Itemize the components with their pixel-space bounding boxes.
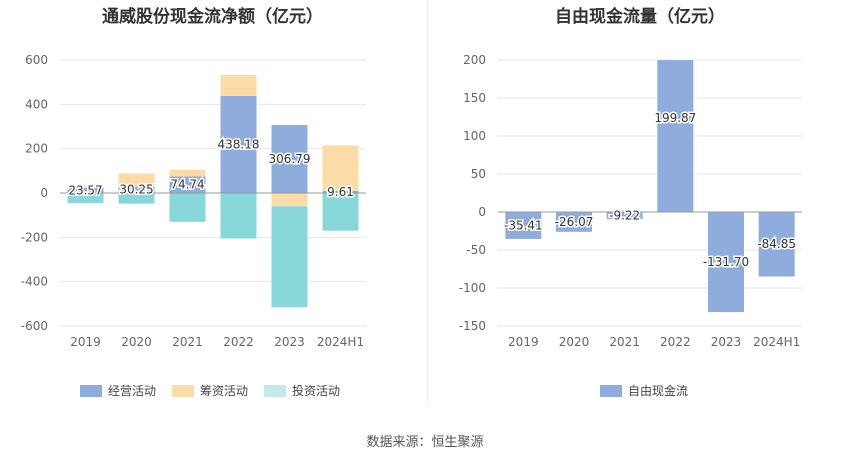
bar bbox=[67, 193, 104, 203]
bar bbox=[657, 60, 694, 212]
legend-swatch bbox=[264, 384, 287, 397]
x-tick-label: 2021 bbox=[172, 335, 203, 349]
bar bbox=[556, 212, 592, 232]
legend-item-operating[interactable]: 经营活动 bbox=[80, 382, 156, 399]
x-tick-label: 2020 bbox=[559, 335, 590, 349]
y-tick-label: 100 bbox=[463, 129, 486, 143]
bar bbox=[118, 193, 155, 204]
bar bbox=[708, 212, 744, 313]
panel-divider bbox=[427, 0, 428, 405]
x-tick-label: 2024H1 bbox=[317, 335, 364, 349]
legend-swatch bbox=[80, 384, 102, 397]
bar bbox=[169, 193, 206, 222]
bar bbox=[118, 186, 155, 193]
x-tick-label: 2023 bbox=[711, 335, 742, 349]
y-tick-label: 50 bbox=[471, 167, 486, 181]
legend-label: 经营活动 bbox=[108, 384, 157, 398]
chart2-legend: 自由现金流 bbox=[600, 382, 688, 399]
data-label: 9.61 bbox=[327, 185, 354, 199]
data-source: 数据来源：恒生聚源 bbox=[366, 435, 484, 450]
legend-swatch bbox=[172, 384, 195, 397]
chart2-title: 自由现金流量（亿元） bbox=[555, 7, 725, 27]
y-tick-label: 150 bbox=[463, 91, 486, 105]
cashflow-net-chart: 600 400 200 0 -200 -400 -600 2019 2020 2021 2022 20… bbox=[21, 53, 366, 349]
legend-swatch bbox=[600, 384, 622, 397]
data-label: -84.85 bbox=[757, 237, 796, 251]
bar bbox=[67, 186, 104, 188]
bar bbox=[322, 190, 359, 193]
x-tick-label: 2023 bbox=[274, 335, 305, 349]
y-tick-label: 200 bbox=[463, 53, 486, 67]
y-tick-label: 200 bbox=[25, 142, 48, 156]
y-tick-label: -600 bbox=[21, 319, 48, 333]
legend-label: 自由现金流 bbox=[628, 384, 689, 398]
data-label: -35.41 bbox=[504, 218, 543, 232]
x-tick-label: 2022 bbox=[223, 335, 254, 349]
y-tick-label: 600 bbox=[25, 53, 48, 67]
chart1-legend: 经营活动 筹资活动 投资活动 bbox=[80, 382, 340, 399]
y-tick-label: -50 bbox=[466, 243, 486, 257]
bar bbox=[322, 193, 359, 231]
free-cashflow-chart: 200 150 100 50 0 -50 -100 -150 2019 2020 2021 2022 2… bbox=[459, 53, 802, 349]
bar bbox=[271, 124, 308, 193]
data-label: -26.07 bbox=[555, 215, 594, 229]
data-label: 438.18 bbox=[218, 137, 260, 151]
x-tick-label: 2024H1 bbox=[753, 335, 800, 349]
x-tick-label: 2019 bbox=[508, 335, 539, 349]
x-tick-label: 2020 bbox=[121, 335, 152, 349]
legend-item-investing[interactable]: 投资活动 bbox=[264, 382, 340, 399]
bar bbox=[169, 176, 206, 193]
data-label: 199.87 bbox=[654, 111, 696, 125]
x-tick-label: 2019 bbox=[70, 335, 101, 349]
x-tick-label: 2021 bbox=[609, 335, 640, 349]
legend-label: 投资活动 bbox=[292, 384, 341, 398]
data-label: -131.70 bbox=[703, 255, 749, 269]
y-tick-label: -200 bbox=[21, 230, 48, 244]
y-tick-label: 0 bbox=[478, 205, 486, 219]
data-label: 74.74 bbox=[170, 178, 204, 192]
y-tick-label: -400 bbox=[21, 275, 48, 289]
data-label: -9.22 bbox=[609, 209, 640, 223]
legend-label: 筹资活动 bbox=[200, 384, 249, 398]
chart1-title: 通威股份现金流净额（亿元） bbox=[102, 7, 323, 27]
data-label: 30.25 bbox=[119, 183, 153, 197]
bar bbox=[118, 173, 155, 187]
bar bbox=[220, 95, 257, 193]
bar bbox=[606, 212, 643, 220]
bar bbox=[505, 212, 542, 239]
bar bbox=[169, 169, 206, 177]
bar bbox=[220, 74, 257, 96]
y-tick-label: 400 bbox=[25, 97, 48, 111]
y-tick-label: -150 bbox=[459, 319, 486, 333]
bar bbox=[271, 193, 308, 207]
x-tick-label: 2022 bbox=[660, 335, 691, 349]
y-tick-label: -100 bbox=[459, 281, 486, 295]
legend-item-free-cashflow[interactable]: 自由现金流 bbox=[600, 382, 688, 399]
bar bbox=[758, 212, 795, 277]
data-label: 23.57 bbox=[68, 183, 102, 197]
bar bbox=[220, 193, 257, 239]
bar bbox=[271, 206, 308, 308]
y-tick-label: 0 bbox=[40, 186, 48, 200]
bar bbox=[322, 145, 359, 191]
legend-item-financing[interactable]: 筹资活动 bbox=[172, 382, 248, 399]
data-label: 306.79 bbox=[269, 152, 311, 166]
bar bbox=[67, 187, 104, 193]
